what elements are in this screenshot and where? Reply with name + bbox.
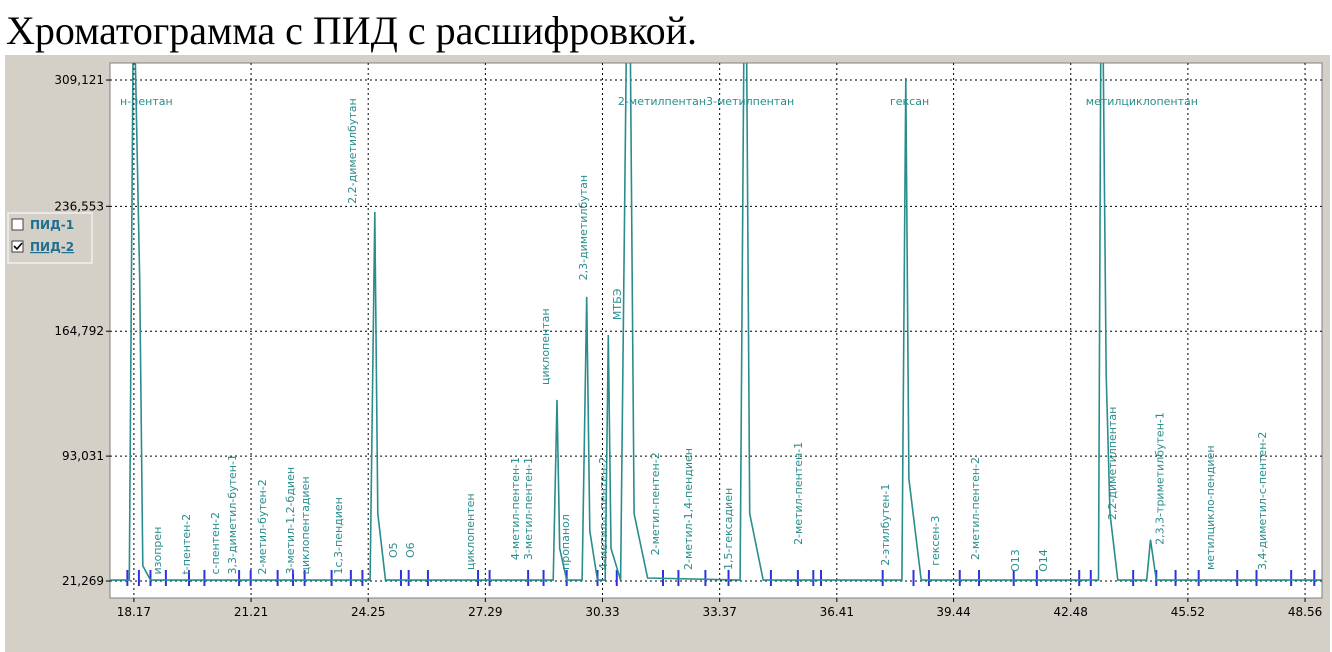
- y-tick-label: 309,121: [54, 73, 104, 87]
- peak-name: 4-метил-с-пентен-2: [597, 457, 610, 570]
- peak-name: t-пентен-2: [180, 514, 193, 575]
- peak-name: н-пентан: [120, 95, 173, 108]
- peak-name: О13: [1009, 549, 1022, 572]
- legend-label[interactable]: ПИД-1: [30, 218, 74, 232]
- peak-name: циклопентадиен: [299, 476, 312, 574]
- peak-name: О14: [1037, 549, 1050, 572]
- x-tick-label: 24.25: [351, 605, 385, 619]
- x-tick-label: 27.29: [468, 605, 502, 619]
- peak-name: циклопентан: [539, 308, 552, 385]
- peak-name: 1,5-гексадиен: [722, 488, 735, 570]
- peak-name: 2,3-диметилбутан: [577, 175, 590, 281]
- peak-name: 2,3,3-триметилбутен-1: [1154, 412, 1167, 545]
- chart-title: Хроматограмма с ПИД с расшифровкой.: [6, 8, 697, 53]
- chromatogram-line: [110, 63, 1322, 581]
- x-tick-label: 45.52: [1171, 605, 1205, 619]
- peak-name: циклопентен: [464, 493, 477, 570]
- peak-name: 2-метил-1,4-пендиен: [682, 448, 695, 570]
- peak-name: 4-метил-пентен-1: [509, 457, 522, 560]
- legend-check[interactable]: [13, 242, 23, 251]
- peak-name: 2-метилпентан3-метилпентан: [618, 95, 794, 108]
- y-tick-label: 236,553: [54, 199, 104, 213]
- peak-name: гексан: [890, 95, 929, 108]
- legend: [7, 212, 93, 264]
- x-tick-label: 36.41: [820, 605, 854, 619]
- peak-name: 2-метил-пентен-1: [792, 442, 805, 545]
- peak-name: О5: [387, 542, 400, 558]
- plot-area: [109, 62, 1323, 599]
- peak-name: 2,2-диметилбутан: [346, 98, 359, 204]
- x-tick-label: 48.56: [1288, 605, 1322, 619]
- x-tick-label: 39.44: [936, 605, 970, 619]
- peak-name: метилцикло-пендиен: [1204, 445, 1217, 570]
- x-tick-label: 33.37: [702, 605, 736, 619]
- y-tick-label: 164,792: [54, 324, 104, 338]
- peak-name: 3,4-диметил-с-пентен-2: [1256, 432, 1269, 570]
- peak-name: метилциклопентан: [1086, 95, 1198, 108]
- peak-name: пропанол: [559, 514, 572, 570]
- peak-name: изопрен: [151, 527, 164, 575]
- x-tick-label: 18.17: [117, 605, 151, 619]
- peak-name: 2,2-диметилпентан: [1106, 407, 1119, 520]
- legend-checkbox[interactable]: [11, 218, 24, 231]
- peak-name: 2-метил-бутен-2: [256, 479, 269, 574]
- plot-content: н-пентан 2-метилпентан3-метилпентан гексан…: [110, 63, 1322, 586]
- peak-name: О6: [404, 542, 417, 558]
- peak-name: 2-этилбутен-1: [879, 484, 892, 566]
- x-tick-label: 42.48: [1054, 605, 1088, 619]
- peak-name: 2-метил-пентен-2: [649, 452, 662, 555]
- y-tick-label: 93,031: [62, 449, 104, 463]
- y-tick-label: 21,269: [62, 574, 104, 588]
- legend-label[interactable]: ПИД-2: [30, 240, 74, 254]
- peak-name: c-пентен-2: [209, 512, 222, 575]
- x-tick-label: 30.33: [585, 605, 619, 619]
- peak-name: 1с,3-пендиен: [332, 497, 345, 574]
- peak-name: 3-метил-пентен-1: [522, 457, 535, 560]
- peak-name: 2-метил-пентен-2: [969, 457, 982, 560]
- peak-name: МТБЭ: [611, 288, 624, 320]
- x-tick-label: 21.21: [234, 605, 268, 619]
- peak-name: гексен-3: [929, 516, 942, 566]
- peak-name: 3,3-диметил-бутен-1: [226, 454, 239, 574]
- legend-checkbox[interactable]: [11, 240, 24, 253]
- peak-name: 3-метил-1,2-бдиен: [284, 467, 297, 575]
